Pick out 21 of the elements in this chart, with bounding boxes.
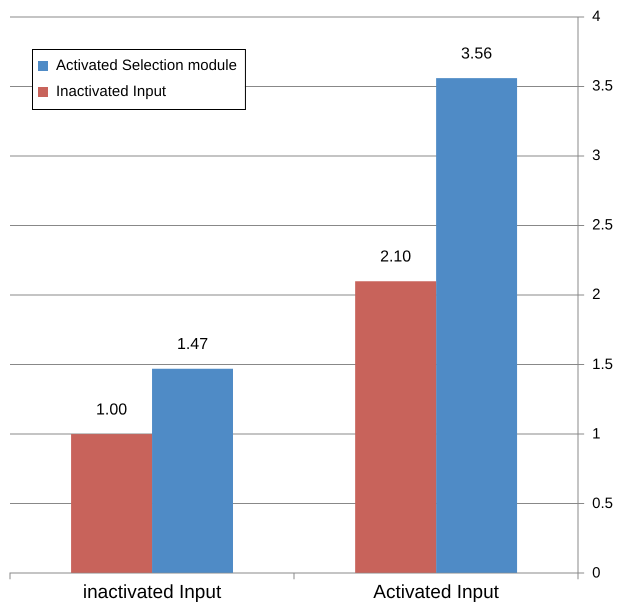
data-label: 1.47 <box>176 336 208 354</box>
y-tick-label: 1.5 <box>592 356 614 373</box>
y-tick-label: 4 <box>592 8 600 26</box>
y-tick-label: 3.5 <box>592 78 614 95</box>
data-label: 2.10 <box>380 248 412 266</box>
data-label: 3.56 <box>461 46 492 63</box>
bar <box>152 368 233 573</box>
bar <box>71 434 152 573</box>
y-tick-label: 2 <box>592 286 600 304</box>
bar <box>436 78 518 573</box>
bar <box>355 281 436 573</box>
x-tick-label: Activated Input <box>373 582 500 603</box>
y-tick-label: 0.5 <box>592 494 614 512</box>
legend-label: Activated Selection module <box>56 57 237 74</box>
y-tick-label: 0 <box>592 564 600 582</box>
y-tick-label: 3 <box>592 147 600 164</box>
y-tick-label: 1 <box>592 425 600 442</box>
y-tick-label: 2.5 <box>592 216 614 234</box>
x-tick-label: inactivated Input <box>82 582 222 603</box>
legend-label: Inactivated Input <box>56 83 167 100</box>
data-label: 1.00 <box>96 402 128 419</box>
